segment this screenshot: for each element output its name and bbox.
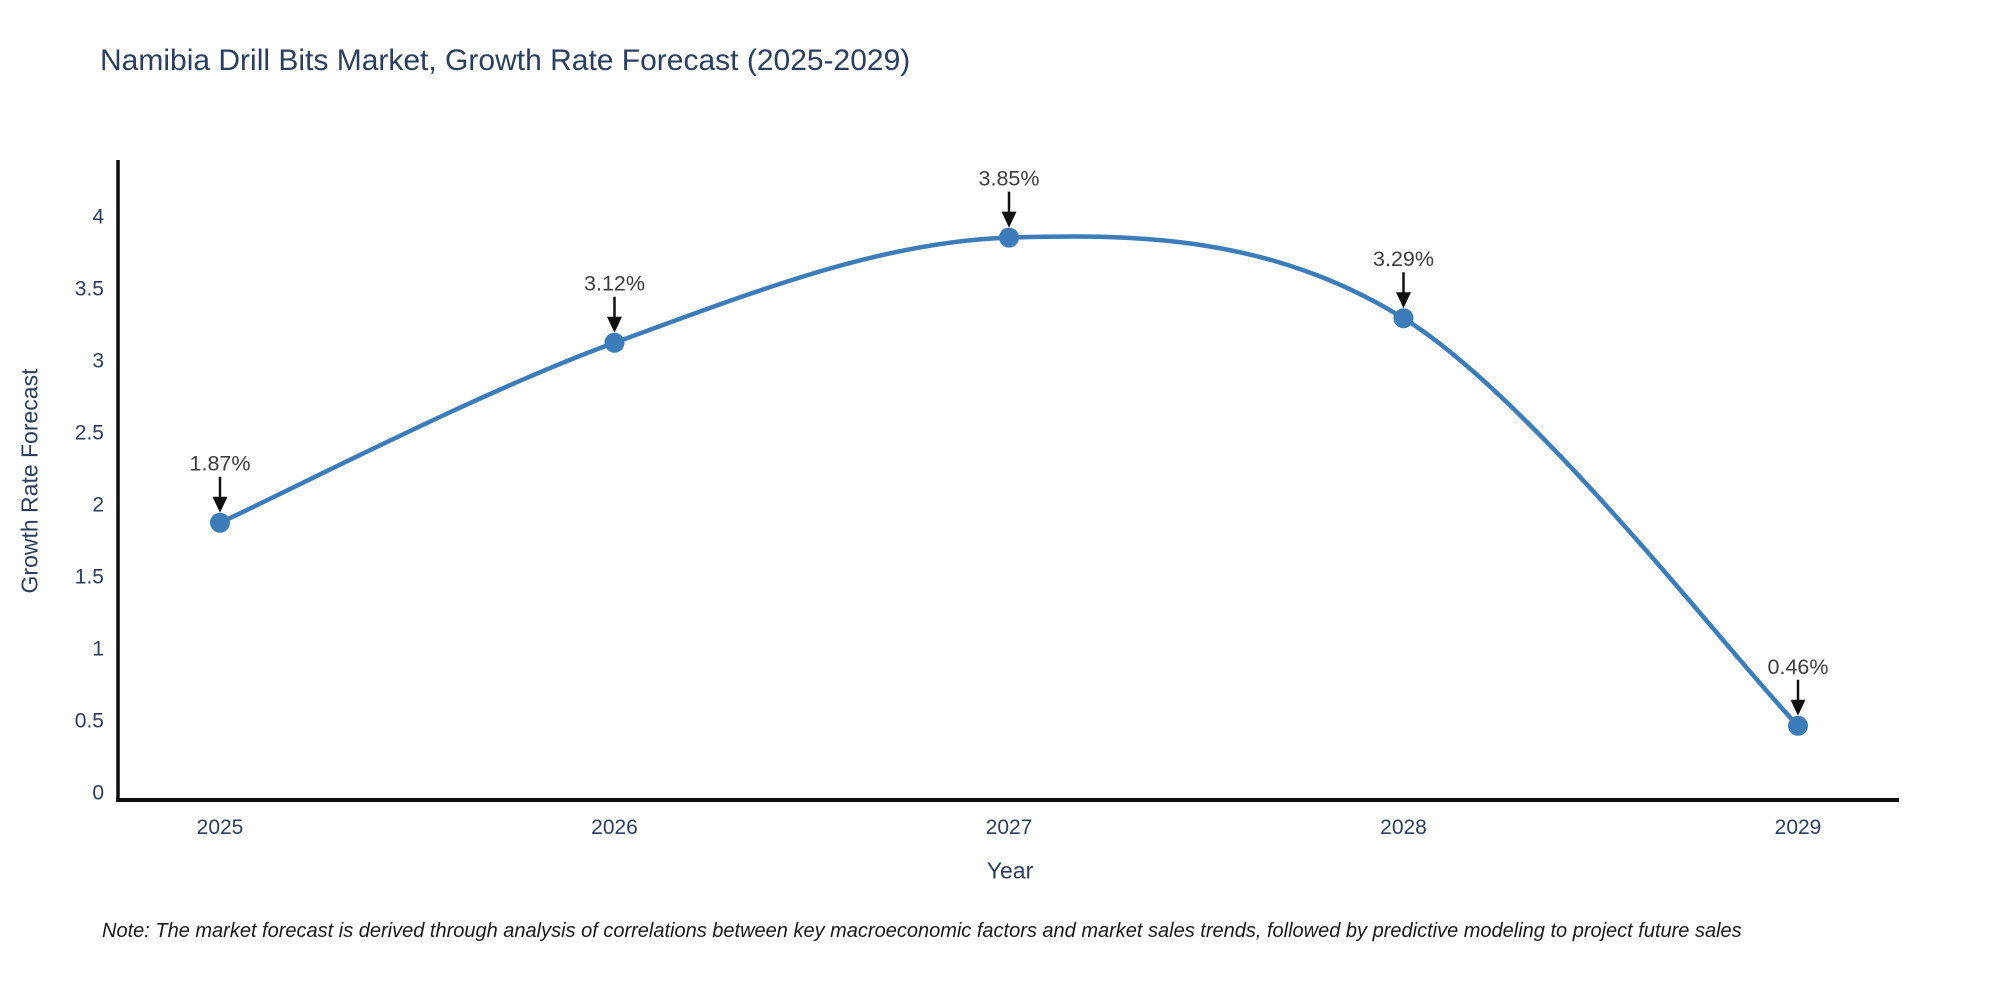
annotation-label: 3.12% bbox=[584, 272, 645, 296]
data-point-marker[interactable] bbox=[210, 512, 230, 533]
y-tick-label: 1 bbox=[92, 638, 104, 661]
forecast-curve-line bbox=[217, 234, 1801, 729]
y-tick-label: 2.5 bbox=[75, 422, 104, 445]
annotation-label: 0.46% bbox=[1768, 655, 1829, 679]
y-tick-label: 4 bbox=[92, 206, 104, 229]
annotation-arrow-head bbox=[607, 316, 622, 333]
y-tick-label: 2 bbox=[92, 494, 104, 517]
y-tick-label: 0 bbox=[92, 782, 104, 805]
x-tick-label: 2025 bbox=[197, 816, 244, 839]
data-point-marker[interactable] bbox=[999, 227, 1019, 248]
annotation-label: 1.87% bbox=[190, 452, 251, 476]
annotation-label: 3.29% bbox=[1373, 247, 1434, 271]
x-tick-label: 2027 bbox=[986, 816, 1033, 839]
x-axis-title: Year bbox=[986, 857, 1034, 884]
data-point-marker[interactable] bbox=[604, 332, 625, 353]
annotation-arrow-head bbox=[1396, 292, 1411, 309]
x-tick-label: 2026 bbox=[591, 816, 638, 839]
y-tick-label: 1.5 bbox=[75, 566, 104, 589]
data-point-marker[interactable] bbox=[1788, 715, 1808, 736]
y-tick-label: 3 bbox=[92, 350, 104, 373]
annotation-label: 3.85% bbox=[979, 167, 1040, 191]
y-tick-label: 0.5 bbox=[75, 710, 104, 733]
annotation-arrow-head bbox=[1001, 211, 1017, 228]
x-tick-label: 2029 bbox=[1775, 816, 1822, 839]
annotation-arrow-head bbox=[212, 496, 228, 513]
x-tick-label: 2028 bbox=[1380, 816, 1427, 839]
annotation-arrow-head bbox=[1790, 699, 1806, 716]
data-point-marker[interactable] bbox=[1393, 308, 1414, 329]
y-tick-label: 3.5 bbox=[75, 278, 104, 301]
chart-title: Namibia Drill Bits Market, Growth Rate F… bbox=[100, 44, 911, 77]
footnote: Note: The market forecast is derived thr… bbox=[102, 920, 1742, 942]
